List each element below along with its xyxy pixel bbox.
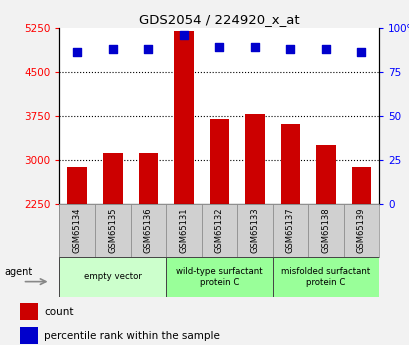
Bar [308,204,343,257]
Bar [20,327,38,344]
Bar [103,152,122,204]
Bar [59,257,166,297]
Bar [280,125,299,204]
Point [216,44,222,50]
Bar [209,119,229,204]
Bar [173,31,193,204]
Text: GSM65139: GSM65139 [356,208,365,253]
Point [109,46,116,51]
Bar [59,204,95,257]
Bar [245,114,264,204]
Bar [166,257,272,297]
Bar [166,204,201,257]
Text: count: count [44,307,74,317]
Text: GSM65133: GSM65133 [250,207,259,253]
Point [74,49,80,55]
Bar [351,167,370,204]
Point [180,32,187,37]
Bar [95,204,130,257]
Text: GSM65131: GSM65131 [179,208,188,253]
Point [286,46,293,51]
Bar [138,152,158,204]
Text: GSM65136: GSM65136 [144,207,153,253]
Text: GSM65135: GSM65135 [108,208,117,253]
Bar [343,204,378,257]
Bar [315,146,335,204]
Title: GDS2054 / 224920_x_at: GDS2054 / 224920_x_at [139,13,299,27]
Bar [130,204,166,257]
Bar [201,204,236,257]
Text: misfolded surfactant
protein C: misfolded surfactant protein C [281,267,370,287]
Text: GSM65137: GSM65137 [285,207,294,253]
Text: GSM65132: GSM65132 [214,208,223,253]
Text: GSM65134: GSM65134 [72,208,81,253]
Bar [20,303,38,320]
Point [251,44,258,50]
Bar [67,167,87,204]
Bar [272,204,308,257]
Text: GSM65138: GSM65138 [321,207,330,253]
Bar [236,204,272,257]
Text: empty vector: empty vector [83,272,142,282]
Point [322,46,328,51]
Text: percentile rank within the sample: percentile rank within the sample [44,331,220,341]
Point [145,46,151,51]
Bar [272,257,378,297]
Text: wild-type surfactant
protein C: wild-type surfactant protein C [175,267,262,287]
Point [357,49,364,55]
Text: agent: agent [5,267,33,277]
